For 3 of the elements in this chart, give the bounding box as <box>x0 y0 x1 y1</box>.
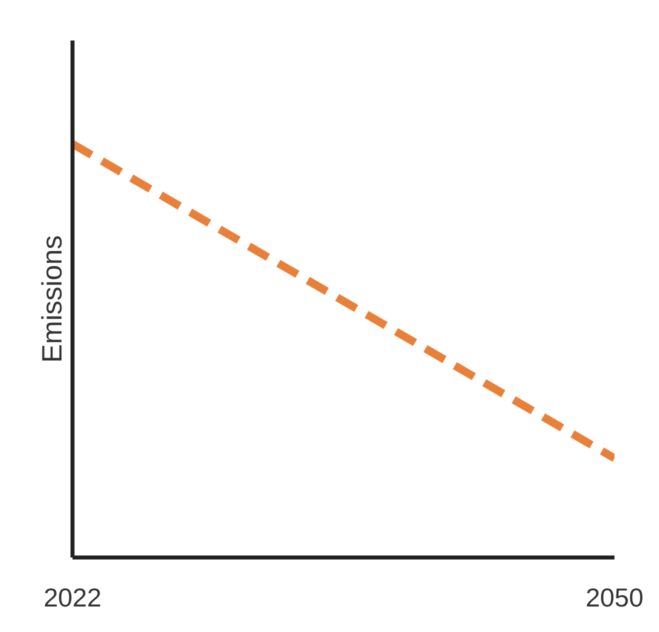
x-tick-label: 2050 <box>586 582 644 612</box>
y-axis-title: Emissions <box>36 235 68 363</box>
x-tick-label: 2022 <box>44 582 102 612</box>
